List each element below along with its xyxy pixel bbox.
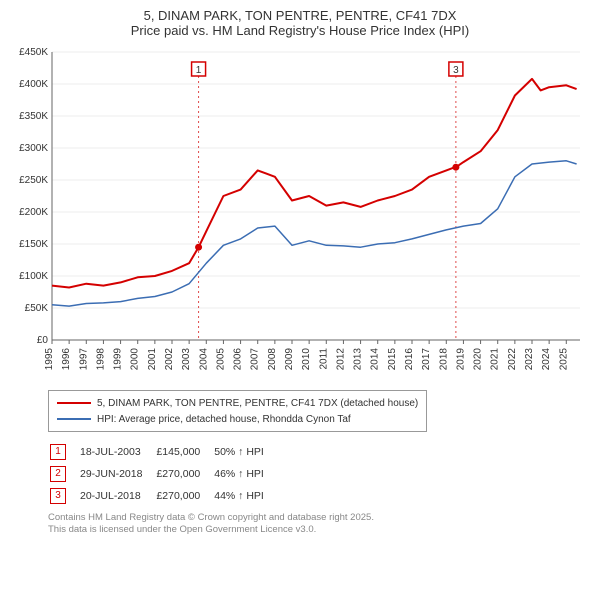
legend-row: 5, DINAM PARK, TON PENTRE, PENTRE, CF41 … (57, 395, 418, 411)
sale-price: £145,000 (156, 442, 212, 462)
x-tick-label: 1995 (44, 348, 55, 371)
sale-marker-dot (195, 244, 202, 251)
y-tick-label: £350K (19, 111, 48, 122)
sales-table: 1 18-JUL-2003£145,00050% ↑ HPI 2 29-JUN-201… (48, 440, 278, 508)
x-tick-label: 2007 (250, 348, 261, 371)
x-tick-label: 2013 (353, 348, 364, 371)
x-tick-label: 2009 (284, 348, 295, 371)
x-tick-label: 2020 (473, 348, 484, 371)
sale-date: 18-JUL-2003 (80, 442, 154, 462)
chart-area: £0 £50K £100K £150K £200K £250K £300K £350K £400… (8, 44, 592, 384)
x-tick-label: 1998 (95, 348, 106, 371)
x-tick-label: 1997 (78, 348, 89, 371)
x-tick-label: 2002 (164, 348, 175, 371)
x-tick-label: 2011 (318, 348, 329, 370)
credits-line1: Contains HM Land Registry data © Crown c… (48, 512, 592, 524)
x-tick-label: 2004 (198, 348, 209, 371)
sale-delta: 44% ↑ HPI (214, 486, 276, 506)
legend-row: HPI: Average price, detached house, Rhon… (57, 411, 418, 427)
legend-label: 5, DINAM PARK, TON PENTRE, PENTRE, CF41 … (97, 398, 418, 409)
x-tick-label: 2014 (370, 348, 381, 371)
plot-bg (52, 52, 580, 340)
legend-swatch (57, 402, 91, 404)
x-tick-label: 2025 (558, 348, 569, 371)
x-tick-label: 2021 (490, 348, 501, 371)
x-tick-label: 2008 (267, 348, 278, 371)
y-tick-label: £250K (19, 175, 48, 186)
x-tick-label: 2017 (421, 348, 432, 371)
sale-index-box: 3 (50, 488, 66, 504)
x-tick-label: 2001 (147, 348, 158, 371)
y-tick-label: £150K (19, 239, 48, 250)
sale-delta: 46% ↑ HPI (214, 464, 276, 484)
chart-title: 5, DINAM PARK, TON PENTRE, PENTRE, CF41 … (8, 8, 592, 38)
sale-marker-num: 3 (453, 65, 459, 76)
sale-index-box: 2 (50, 466, 66, 482)
x-tick-label: 2000 (130, 348, 141, 371)
table-row: 2 29-JUN-2018£270,00046% ↑ HPI (50, 464, 276, 484)
sale-date: 29-JUN-2018 (80, 464, 154, 484)
chart-svg: £0 £50K £100K £150K £200K £250K £300K £350K £400… (8, 44, 588, 384)
x-tick-label: 2005 (215, 348, 226, 371)
legend-swatch (57, 418, 91, 420)
title-line1: 5, DINAM PARK, TON PENTRE, PENTRE, CF41 … (8, 8, 592, 23)
sale-price: £270,000 (156, 486, 212, 506)
y-tick-label: £400K (19, 79, 48, 90)
x-tick-label: 1996 (61, 348, 72, 371)
y-tick-label: £300K (19, 143, 48, 154)
sale-price: £270,000 (156, 464, 212, 484)
x-tick-label: 2016 (404, 348, 415, 371)
sale-marker-dot (452, 164, 459, 171)
x-tick-label: 1999 (113, 348, 124, 371)
y-tick-label: £200K (19, 207, 48, 218)
legend-label: HPI: Average price, detached house, Rhon… (97, 414, 351, 425)
x-tick-label: 2024 (541, 348, 552, 371)
table-row: 3 20-JUL-2018£270,00044% ↑ HPI (50, 486, 276, 506)
y-tick-label: £0 (37, 335, 49, 346)
credits: Contains HM Land Registry data © Crown c… (48, 512, 592, 537)
x-tick-label: 2019 (455, 348, 466, 371)
x-tick-label: 2015 (387, 348, 398, 371)
x-tick-label: 2023 (524, 348, 535, 371)
x-tick-label: 2018 (438, 348, 449, 371)
sale-delta: 50% ↑ HPI (214, 442, 276, 462)
y-tick-label: £100K (19, 271, 48, 282)
sale-marker-num: 1 (196, 65, 202, 76)
y-tick-label: £450K (19, 47, 48, 58)
x-tick-label: 2003 (181, 348, 192, 371)
sale-date: 20-JUL-2018 (80, 486, 154, 506)
title-line2: Price paid vs. HM Land Registry's House … (8, 23, 592, 38)
x-tick-label: 2010 (301, 348, 312, 371)
x-tick-label: 2022 (507, 348, 518, 371)
y-tick-label: £50K (25, 303, 49, 314)
credits-line2: This data is licensed under the Open Gov… (48, 524, 592, 536)
table-row: 1 18-JUL-2003£145,00050% ↑ HPI (50, 442, 276, 462)
x-tick-label: 2006 (233, 348, 244, 371)
x-tick-label: 2012 (335, 348, 346, 371)
legend-box: 5, DINAM PARK, TON PENTRE, PENTRE, CF41 … (48, 390, 427, 432)
sale-index-box: 1 (50, 444, 66, 460)
